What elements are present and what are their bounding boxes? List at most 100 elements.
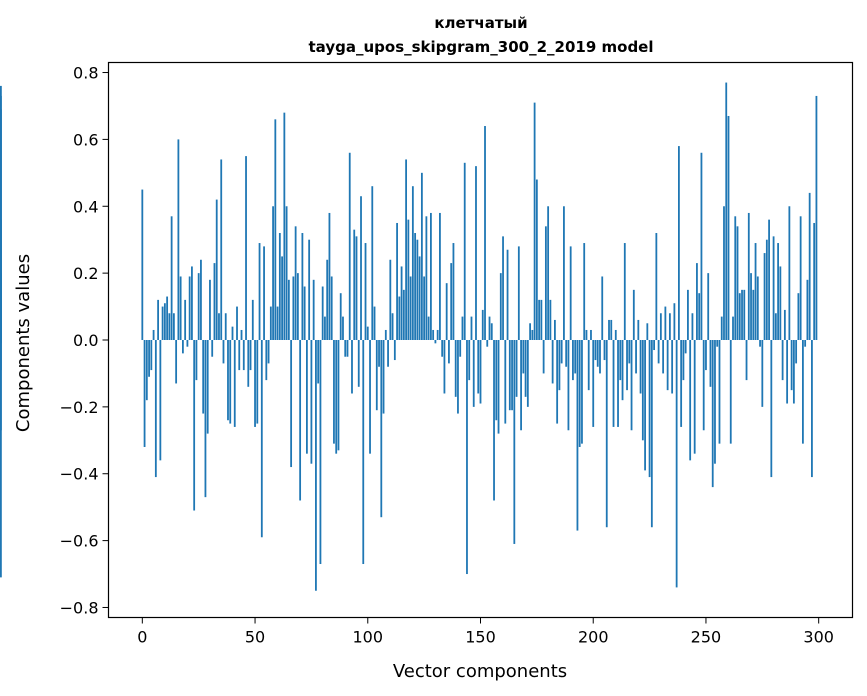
bars-group xyxy=(0,82,818,591)
bar-199 xyxy=(590,329,592,340)
bar-30 xyxy=(209,279,211,340)
bar-228 xyxy=(655,233,658,340)
bar-207 xyxy=(608,319,610,340)
bar-49 xyxy=(251,299,254,340)
bar-284 xyxy=(781,340,784,381)
bar-221 xyxy=(639,340,642,394)
bar-136 xyxy=(448,340,450,364)
bar-277 xyxy=(765,239,768,340)
bar-139 xyxy=(454,340,457,397)
bar-75 xyxy=(310,340,313,464)
bar-222 xyxy=(641,340,644,441)
bar-undefined xyxy=(0,340,2,578)
bar-154 xyxy=(488,316,491,340)
bar-17 xyxy=(179,276,182,340)
bar-5 xyxy=(152,329,155,340)
bar-7 xyxy=(157,299,159,340)
bar-191 xyxy=(572,340,574,381)
bar-81 xyxy=(324,316,326,340)
bar-268 xyxy=(745,340,748,381)
bar-140 xyxy=(457,340,459,414)
bar-203 xyxy=(599,340,601,374)
x-tick-label: 300 xyxy=(803,628,834,647)
bar-282 xyxy=(777,243,779,340)
bar-156 xyxy=(493,340,495,501)
bar-254 xyxy=(714,340,716,464)
bar-230 xyxy=(659,313,662,340)
bar-276 xyxy=(763,253,766,340)
bar-289 xyxy=(792,340,795,404)
bar-224 xyxy=(646,323,649,340)
bar-40 xyxy=(231,326,234,340)
bar-80 xyxy=(321,286,324,340)
bar-44 xyxy=(240,329,243,340)
x-axis-label: Vector components xyxy=(393,661,567,682)
bar-121 xyxy=(414,233,417,340)
bar-267 xyxy=(743,289,746,340)
bar-51 xyxy=(256,340,259,424)
bar-163 xyxy=(508,340,511,411)
bar-33 xyxy=(215,199,218,340)
bar-205 xyxy=(603,340,606,361)
bar-18 xyxy=(182,340,184,354)
bar-117 xyxy=(405,159,407,340)
bar-125 xyxy=(423,276,426,340)
y-tick-label: 0.8 xyxy=(73,64,98,83)
bar-29 xyxy=(206,340,209,434)
bar-74 xyxy=(308,239,311,340)
bar-118 xyxy=(407,219,410,340)
bar-107 xyxy=(382,340,385,414)
bar-258 xyxy=(723,206,725,340)
bar-22 xyxy=(191,266,193,340)
bar-34 xyxy=(218,313,220,340)
bar-172 xyxy=(529,323,531,340)
bar-101 xyxy=(369,340,371,454)
bar-241 xyxy=(684,340,687,354)
bar-56 xyxy=(267,340,270,364)
bar-133 xyxy=(441,340,444,357)
bar-55 xyxy=(265,340,268,381)
bar-155 xyxy=(490,323,493,340)
bar-187 xyxy=(563,206,565,340)
bar-159 xyxy=(499,273,502,340)
bar-62 xyxy=(281,256,283,340)
bar-261 xyxy=(729,340,732,444)
bar-176 xyxy=(538,299,541,340)
bar-189 xyxy=(567,340,570,431)
bar-122 xyxy=(416,239,419,340)
bar-290 xyxy=(795,340,798,364)
bar-132 xyxy=(439,212,441,340)
bar-85 xyxy=(333,340,335,444)
bar-70 xyxy=(299,340,302,501)
bar-216 xyxy=(628,340,631,364)
bar-79 xyxy=(319,340,322,565)
bar-165 xyxy=(513,340,516,544)
bar-285 xyxy=(783,309,786,340)
bar-46 xyxy=(245,156,247,340)
bar-227 xyxy=(653,340,655,351)
bar-245 xyxy=(693,340,696,454)
bar-280 xyxy=(772,236,775,340)
bar-185 xyxy=(558,340,561,391)
bar-95 xyxy=(355,236,358,340)
bar-266 xyxy=(741,289,743,340)
bar-39 xyxy=(229,340,232,424)
bar-116 xyxy=(402,289,405,340)
y-tick-label: 0.2 xyxy=(73,264,98,283)
bar-13 xyxy=(170,216,173,340)
bar-45 xyxy=(242,340,245,371)
bar-171 xyxy=(526,340,529,407)
bar-32 xyxy=(213,263,216,340)
bar-23 xyxy=(193,340,196,511)
bar-251 xyxy=(707,273,710,340)
bar-166 xyxy=(515,340,518,397)
bar-41 xyxy=(233,340,236,427)
bar-214 xyxy=(623,243,626,340)
bar-48 xyxy=(249,340,252,371)
bar-93 xyxy=(351,340,353,394)
bar-115 xyxy=(400,266,403,340)
bar-59 xyxy=(274,119,277,340)
bar-58 xyxy=(272,206,274,340)
bar-110 xyxy=(389,259,392,340)
